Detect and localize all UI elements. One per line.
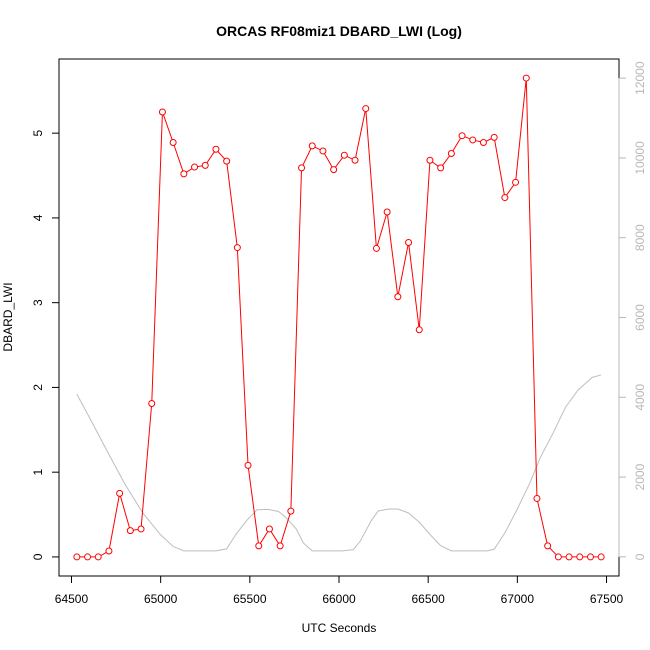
y-tick-label: 4 bbox=[31, 214, 45, 221]
data-point bbox=[330, 166, 338, 174]
x-axis: 64500 65000 65500 66000 66500 67000 67500 bbox=[55, 575, 624, 606]
right-axis-series bbox=[76, 374, 602, 552]
data-point bbox=[201, 161, 209, 169]
data-point bbox=[137, 525, 145, 533]
data-point bbox=[276, 542, 284, 550]
data-point bbox=[265, 525, 273, 533]
data-point bbox=[512, 178, 520, 186]
y-tick-label: 1 bbox=[31, 469, 45, 476]
data-point bbox=[233, 244, 241, 252]
y2-tick-label: 2000 bbox=[633, 463, 647, 490]
x-axis-label: UTC Seconds bbox=[302, 621, 377, 635]
data-point bbox=[490, 133, 498, 141]
data-point bbox=[212, 145, 220, 153]
y2-tick-label: 12000 bbox=[633, 61, 647, 95]
data-point bbox=[565, 553, 573, 561]
y-tick-label: 3 bbox=[31, 299, 45, 306]
x-tick-label: 65000 bbox=[144, 592, 178, 606]
data-point bbox=[479, 138, 487, 146]
data-point bbox=[372, 244, 380, 252]
y2-tick-label: 0 bbox=[633, 553, 647, 560]
data-point bbox=[84, 553, 92, 561]
data-point bbox=[576, 553, 584, 561]
data-point bbox=[158, 108, 166, 116]
y2-tick-label: 4000 bbox=[633, 384, 647, 411]
y-tick-label: 0 bbox=[31, 553, 45, 560]
data-point bbox=[362, 105, 370, 113]
data-point bbox=[426, 156, 434, 164]
data-point bbox=[255, 542, 263, 550]
data-point bbox=[586, 553, 594, 561]
x-tick-label: 67500 bbox=[590, 592, 624, 606]
y-axis: 0 1 2 3 4 5 bbox=[31, 130, 60, 560]
data-point bbox=[298, 164, 306, 172]
data-point bbox=[554, 553, 562, 561]
data-point bbox=[394, 293, 402, 301]
data-point bbox=[415, 326, 423, 334]
y2-axis: 0 2000 4000 6000 8000 10000 12000 bbox=[618, 61, 647, 560]
y2-tick-label: 6000 bbox=[633, 304, 647, 331]
data-point bbox=[116, 489, 124, 497]
chart-title: ORCAS RF08miz1 DBARD_LWI (Log) bbox=[216, 23, 462, 39]
x-tick-label: 64500 bbox=[55, 592, 89, 606]
x-tick-label: 66500 bbox=[411, 592, 445, 606]
data-point bbox=[191, 163, 199, 171]
x-tick-label: 65500 bbox=[233, 592, 267, 606]
data-point bbox=[223, 157, 231, 165]
data-point bbox=[126, 527, 134, 535]
data-point bbox=[148, 400, 156, 408]
data-point bbox=[533, 494, 541, 502]
data-point bbox=[105, 547, 113, 555]
y-tick-label: 5 bbox=[31, 130, 45, 137]
y-tick-label: 2 bbox=[31, 384, 45, 391]
data-point bbox=[437, 164, 445, 172]
left-axis-series bbox=[73, 74, 605, 561]
x-tick-label: 67000 bbox=[501, 592, 535, 606]
y2-tick-label: 8000 bbox=[633, 224, 647, 251]
data-point bbox=[351, 156, 359, 164]
data-point bbox=[501, 194, 509, 202]
data-point bbox=[319, 147, 327, 155]
altitude-series-line bbox=[76, 374, 602, 552]
data-point bbox=[458, 132, 466, 140]
dbard-series-line bbox=[76, 78, 602, 558]
data-point bbox=[544, 542, 552, 550]
y2-tick-label: 10000 bbox=[633, 141, 647, 175]
data-point bbox=[340, 151, 348, 159]
data-point bbox=[94, 553, 102, 561]
y-axis-label: DBARD_LWI bbox=[1, 282, 15, 351]
data-point bbox=[308, 142, 316, 150]
data-point bbox=[522, 74, 530, 82]
data-point bbox=[169, 138, 177, 146]
data-point bbox=[597, 553, 605, 561]
data-point bbox=[405, 238, 413, 246]
data-point bbox=[469, 136, 477, 144]
data-point bbox=[447, 150, 455, 157]
data-point bbox=[73, 553, 81, 561]
data-point bbox=[287, 507, 295, 515]
x-tick-label: 66000 bbox=[322, 592, 356, 606]
data-point bbox=[180, 170, 188, 178]
data-point bbox=[383, 208, 391, 216]
data-point bbox=[244, 461, 252, 469]
